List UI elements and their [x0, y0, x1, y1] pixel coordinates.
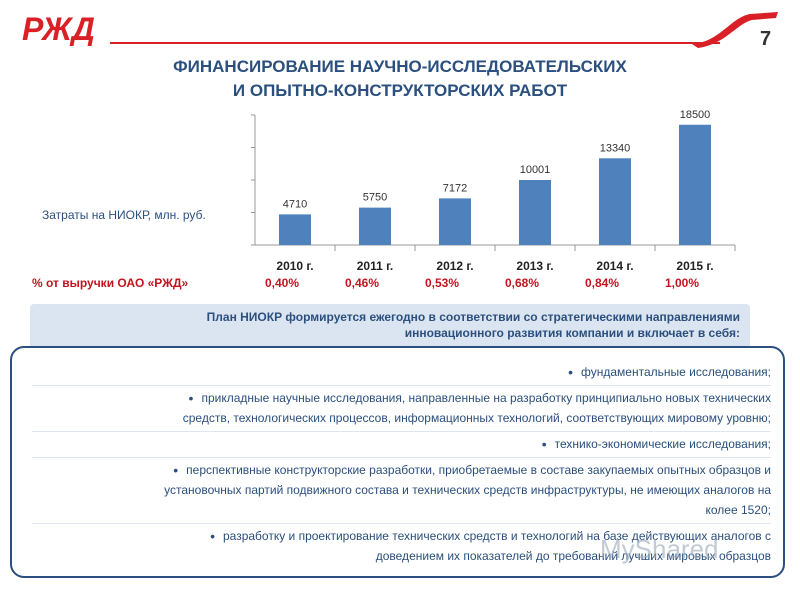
bullet-item-3: • технико-экономические исследования;	[542, 434, 771, 454]
header-divider	[110, 42, 720, 44]
bullet-line: • разработку и проектирование технических…	[210, 528, 771, 544]
rzd-logo: РЖД	[22, 11, 95, 46]
data-label-3: 7172	[443, 182, 467, 194]
bullet-item-4: • перспективные конструкторские разработк…	[164, 460, 771, 520]
category-label-4: 2013 г.	[516, 259, 553, 273]
banner-text: План НИОКР формируется ежегодно в соотве…	[207, 309, 740, 341]
data-label-5: 13340	[600, 142, 631, 154]
bar-1	[279, 214, 311, 245]
bullet-dot-icon: •	[188, 390, 194, 406]
data-label-1: 4710	[283, 198, 307, 210]
bar-6	[679, 124, 711, 245]
watermark: MyShared	[600, 534, 719, 564]
bullet-dot-icon: •	[568, 364, 573, 380]
data-label-2: 5750	[363, 192, 387, 204]
page-title: ФИНАНСИРОВАНИЕ НАУЧНО-ИССЛЕДОВАТЕЛЬСКИХ …	[110, 55, 690, 103]
category-label-6: 2015 г.	[676, 259, 713, 273]
category-label-1: 2010 г.	[276, 259, 313, 273]
category-label-2: 2011 г.	[357, 259, 394, 273]
bullet-item-2: • прикладные научные исследования, направ…	[183, 388, 771, 428]
data-label-6: 18500	[680, 110, 711, 121]
title-line-1: ФИНАНСИРОВАНИЕ НАУЧНО-ИССЛЕДОВАТЕЛЬСКИХ	[173, 57, 627, 76]
bullet-line: • фундаментальные исследования;	[568, 364, 771, 380]
bullet-line: • перспективные конструкторские разработк…	[173, 462, 771, 478]
bullet-line: • технико-экономические исследования;	[541, 436, 771, 452]
bullet-item-1: • фундаментальные исследования;	[568, 362, 771, 382]
bar-3	[439, 198, 471, 245]
title-line-2: И ОПЫТНО-КОНСТРУКТОРСКИХ РАБОТ	[232, 81, 568, 100]
bullet-separator	[32, 385, 771, 386]
revenue-share-1: 0,40%	[264, 276, 300, 290]
bullet-line: колее 1520;	[705, 503, 771, 517]
revenue-share-2: 0,46%	[344, 276, 380, 290]
bullet-list-box: • фундаментальные исследования; • прикладны…	[10, 346, 785, 578]
swoosh-decoration	[692, 12, 778, 48]
bullet-line: доведением их показателей до требований …	[375, 549, 771, 563]
revenue-share-row: 0,40% 0,46% 0,53% 0,68% 0,84% 1,00%	[262, 276, 742, 292]
bullet-separator	[32, 457, 771, 458]
bullet-line: • прикладные научные исследования, направ…	[188, 390, 771, 406]
bullet-separator	[32, 431, 771, 432]
revenue-share-4: 0,68%	[504, 276, 540, 290]
bullet-dot-icon: •	[541, 436, 547, 452]
plan-banner: План НИОКР формируется ежегодно в соотве…	[30, 304, 750, 346]
bar-chart: 4710 2010 г. 5750 2011 г. 7172 2012 г. 10001 20…	[251, 110, 736, 273]
revenue-share-5: 0,84%	[584, 276, 620, 290]
bar-5	[599, 158, 631, 245]
data-label-4: 10001	[520, 164, 551, 176]
revenue-share-label: % от выручки ОАО «РЖД»	[32, 276, 189, 290]
page-number: 7	[760, 28, 772, 50]
revenue-share-6: 1,00%	[664, 276, 700, 290]
revenue-share-3: 0,53%	[424, 276, 460, 290]
bullet-line: средств, технологических процессов, инфо…	[182, 411, 771, 425]
category-label-5: 2014 г.	[596, 259, 633, 273]
bullet-dot-icon: •	[173, 462, 179, 478]
svg-text:РЖД: РЖД	[22, 11, 95, 46]
banner-line-1: План НИОКР формируется ежегодно в соотве…	[206, 310, 740, 324]
category-label-3: 2012 г.	[436, 259, 473, 273]
bar-4	[519, 179, 551, 245]
bullet-separator	[32, 523, 771, 524]
bullet-line: установочных партий подвижного состава и…	[164, 483, 771, 497]
bullet-dot-icon: •	[210, 528, 215, 544]
bar-2	[359, 207, 391, 245]
banner-line-2: инновационного развития компании и включ…	[404, 326, 740, 340]
bullet-item-5: • разработку и проектирование технических…	[210, 526, 771, 566]
chart-y-label: Затраты на НИОКР, млн. руб.	[42, 208, 206, 222]
